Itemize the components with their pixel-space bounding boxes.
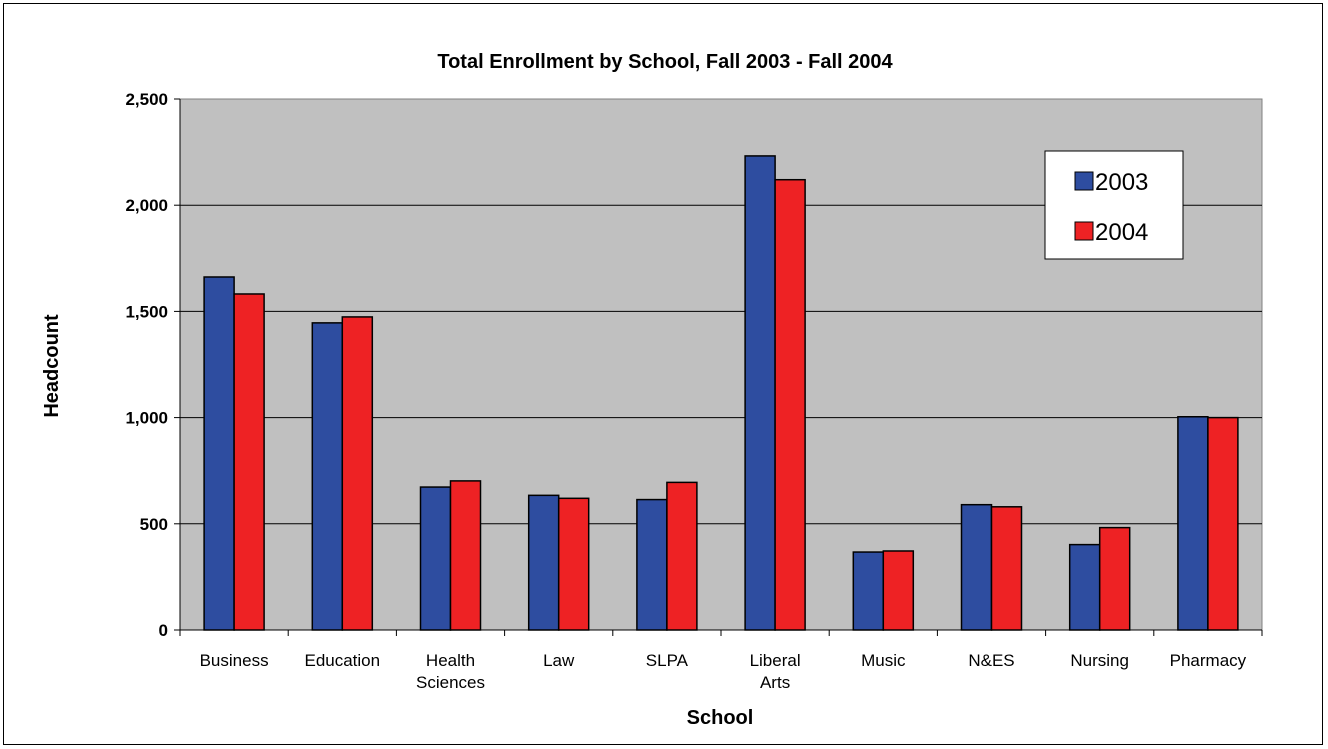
bar-2004: [449, 480, 482, 631]
y-tick-label: 2,500: [125, 90, 168, 109]
y-tick-label: 500: [140, 515, 168, 534]
bar-2003: [1177, 416, 1209, 631]
bar-2004: [882, 550, 915, 631]
x-tick-label: N&ES: [968, 651, 1014, 670]
legend-label-2003: 2003: [1095, 169, 1148, 196]
bar-2004: [990, 506, 1023, 631]
legend-swatch-2003: [1074, 171, 1094, 191]
x-tick-label: Liberal Arts: [750, 651, 801, 692]
x-tick-label: Business: [200, 651, 269, 670]
bar-2003: [960, 503, 993, 631]
bar-2004: [1098, 526, 1131, 631]
x-tick-label: Education: [304, 651, 380, 670]
bar-2003: [744, 155, 776, 631]
bar-2004: [1207, 416, 1239, 631]
y-tick-label: 2,000: [125, 196, 168, 215]
bar-2004: [666, 481, 698, 631]
x-tick-label: Health Sciences: [416, 651, 485, 692]
x-tick-label: Nursing: [1070, 651, 1129, 670]
bar-2003: [1068, 543, 1101, 631]
y-tick-label: 0: [159, 621, 168, 640]
legend-label-2004: 2004: [1095, 219, 1148, 246]
bar-2004: [233, 293, 265, 631]
legend: [1044, 150, 1184, 260]
bar-2003: [527, 494, 560, 631]
bar-2004: [341, 316, 374, 631]
bar-2003: [203, 276, 235, 631]
bar-2004: [557, 497, 590, 631]
y-tick-label: 1,000: [125, 409, 168, 428]
chart-title: Total Enrollment by School, Fall 2003 - …: [437, 51, 893, 73]
y-axis-title: Headcount: [41, 314, 63, 418]
x-tick-label: Pharmacy: [1170, 651, 1247, 670]
x-tick-label: Music: [861, 651, 906, 670]
bar-2003: [636, 498, 668, 631]
bar-2003: [311, 322, 344, 631]
bar-2003: [852, 551, 885, 631]
bar-2004: [774, 178, 806, 631]
x-tick-label: SLPA: [646, 651, 689, 670]
x-tick-label: Law: [543, 651, 575, 670]
x-axis-title: School: [687, 707, 754, 729]
y-tick-label: 1,500: [125, 302, 168, 321]
bar-2003: [419, 486, 452, 631]
legend-swatch-2004: [1074, 221, 1094, 241]
